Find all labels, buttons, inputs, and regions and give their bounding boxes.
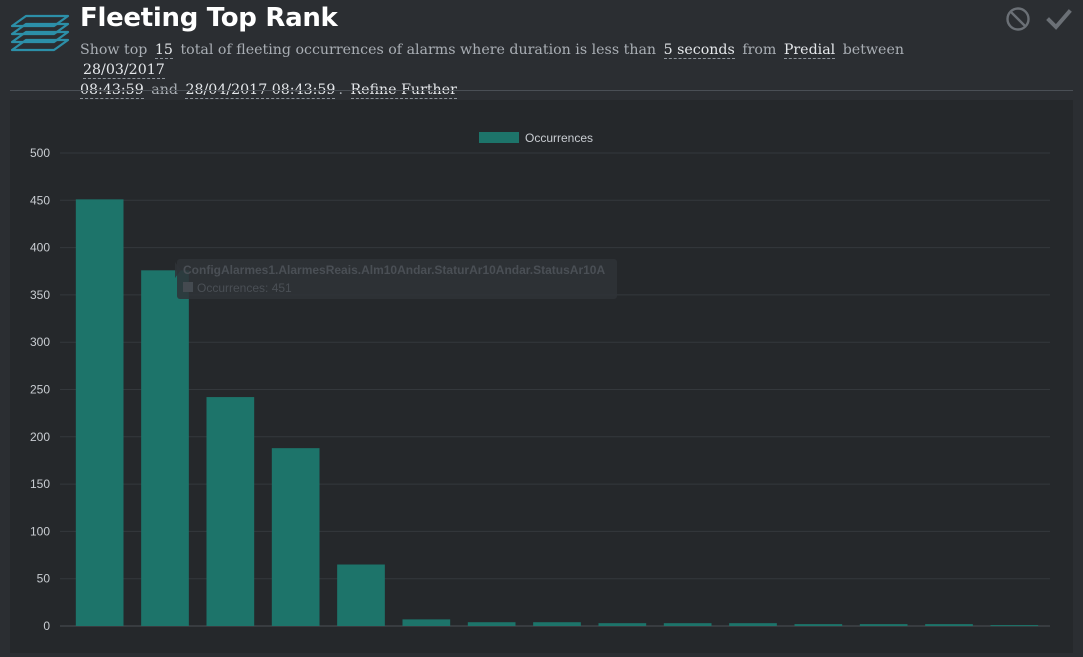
duration-selector[interactable]: 5 seconds — [663, 42, 735, 59]
bar[interactable] — [859, 624, 908, 626]
legend-swatch — [479, 132, 519, 143]
subtitle-text: from — [742, 42, 777, 58]
subtitle-text: total of fleeting occurrences of alarms … — [180, 42, 657, 58]
bar[interactable] — [141, 270, 189, 626]
chart-legend[interactable]: Occurrences — [479, 131, 593, 145]
y-tick-label: 450 — [30, 193, 50, 207]
bar[interactable] — [533, 622, 581, 626]
bar[interactable] — [467, 622, 516, 626]
y-tick-label: 150 — [30, 477, 50, 491]
y-tick-label: 500 — [30, 146, 50, 160]
query-description: Show top 15 total of fleeting occurrence… — [80, 40, 960, 100]
bar[interactable] — [75, 199, 124, 626]
bar[interactable] — [206, 397, 255, 626]
bar[interactable] — [990, 625, 1039, 627]
cancel-icon[interactable] — [1005, 6, 1031, 32]
y-tick-label: 50 — [37, 572, 51, 586]
y-tick-label: 250 — [30, 383, 50, 397]
bar[interactable] — [729, 623, 777, 626]
page-title: Fleeting Top Rank — [80, 3, 338, 33]
subtitle-text: between — [842, 42, 904, 58]
bar[interactable] — [925, 624, 973, 626]
y-axis-ticks: 0 50 100 150 200 250 300 350 400 450 500 — [30, 146, 50, 633]
chart-panel: 0 50 100 150 200 250 300 350 400 450 500 Occurrenc… — [10, 100, 1073, 653]
y-tick-label: 400 — [30, 241, 50, 255]
subtitle-text: Show top — [80, 42, 148, 58]
divider — [10, 90, 1073, 91]
tooltip-title: ConfigAlarmes1.AlarmesReais.Alm10Andar.S… — [183, 263, 605, 277]
bar[interactable] — [598, 623, 647, 626]
legend-label: Occurrences — [525, 131, 593, 145]
bar[interactable] — [402, 619, 451, 626]
tooltip-body: Occurrences: 451 — [197, 281, 292, 295]
chart-bars — [75, 199, 1039, 627]
chart-tooltip: ConfigAlarmes1.AlarmesReais.Alm10Andar.S… — [175, 259, 617, 299]
bar-chart: 0 50 100 150 200 250 300 350 400 450 500 Occurrenc… — [30, 131, 1050, 633]
bar[interactable] — [337, 564, 385, 626]
y-tick-label: 350 — [30, 288, 50, 302]
bar[interactable] — [271, 448, 320, 626]
y-tick-label: 200 — [30, 430, 50, 444]
y-tick-label: 300 — [30, 335, 50, 349]
layers-icon — [10, 14, 70, 52]
top-n-selector[interactable]: 15 — [154, 42, 173, 59]
y-tick-label: 100 — [30, 524, 50, 538]
date-start-date: 28/03/2017 — [83, 62, 165, 78]
check-icon[interactable] — [1046, 6, 1072, 32]
bar[interactable] — [663, 623, 712, 626]
source-selector[interactable]: Predial — [783, 42, 836, 59]
header: Fleeting Top Rank Show top 15 total of f… — [0, 0, 1083, 99]
bar[interactable] — [794, 624, 843, 626]
y-tick-label: 0 — [43, 619, 50, 633]
tooltip-swatch — [183, 282, 193, 292]
